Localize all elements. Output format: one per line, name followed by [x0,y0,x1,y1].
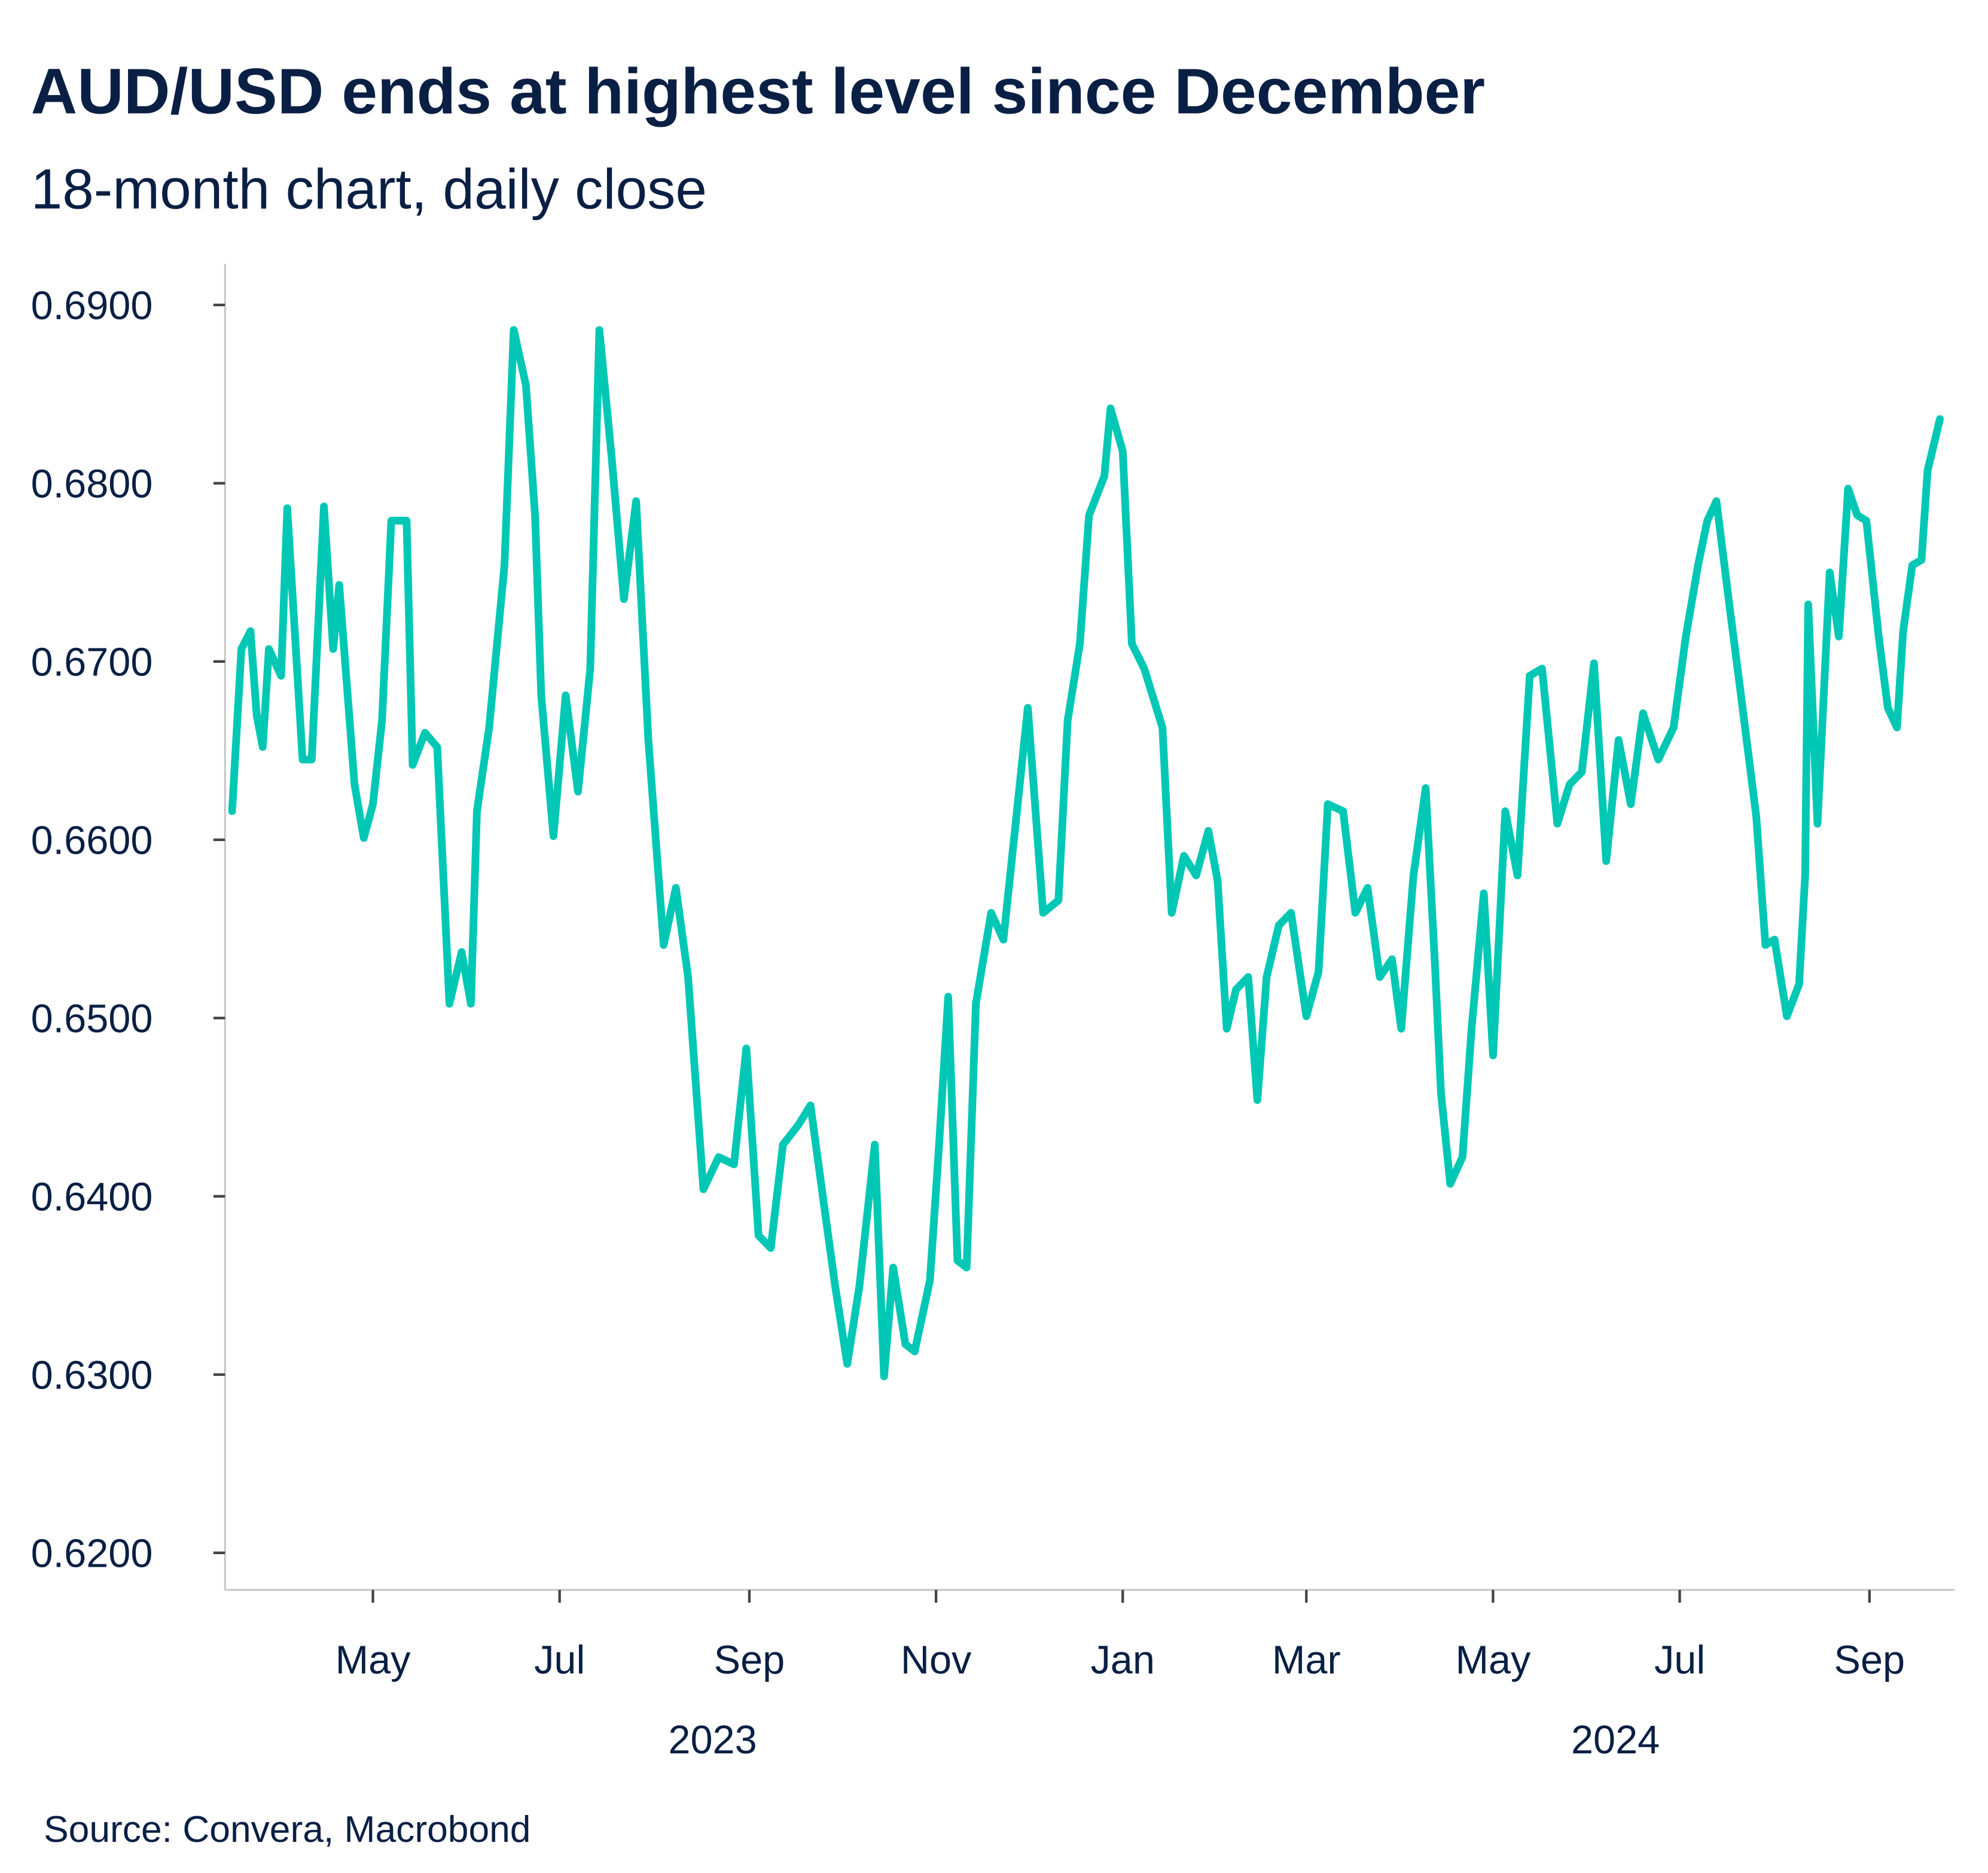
y-tick-label: 0.6200 [31,1531,153,1576]
x-tick-label: Sep [714,1638,785,1682]
x-tick-label: Jul [534,1638,585,1682]
x-ticks: May Jul Sep Nov Jan Mar May Jul Sep 2023 2024 [336,1589,1905,1762]
y-tick-label: 0.6300 [31,1353,153,1397]
y-ticks: 0.6900 0.6800 0.6700 0.6600 0.6500 0.6400 0.63… [31,284,225,1576]
year-label: 2023 [668,1718,757,1762]
x-tick-label: May [1455,1638,1531,1682]
chart-title: AUD/USD ends at highest level since Dece… [31,55,1486,127]
source-note: Source: Convera, Macrobond [44,1809,530,1850]
x-tick-label: Jan [1090,1638,1154,1682]
y-tick-label: 0.6800 [31,462,153,506]
x-tick-label: Nov [901,1638,972,1682]
x-tick-label: Sep [1834,1638,1905,1682]
year-label: 2024 [1571,1718,1660,1762]
x-tick-label: Mar [1272,1638,1341,1682]
y-tick-label: 0.6900 [31,284,153,328]
y-tick-label: 0.6600 [31,818,153,863]
x-tick-label: May [336,1638,411,1682]
y-tick-label: 0.6700 [31,640,153,684]
chart-subtitle: 18-month chart, daily close [31,158,707,221]
series-line [228,326,1944,1381]
y-tick-label: 0.6400 [31,1175,153,1219]
y-tick-label: 0.6500 [31,997,153,1041]
x-tick-label: Jul [1654,1638,1705,1682]
